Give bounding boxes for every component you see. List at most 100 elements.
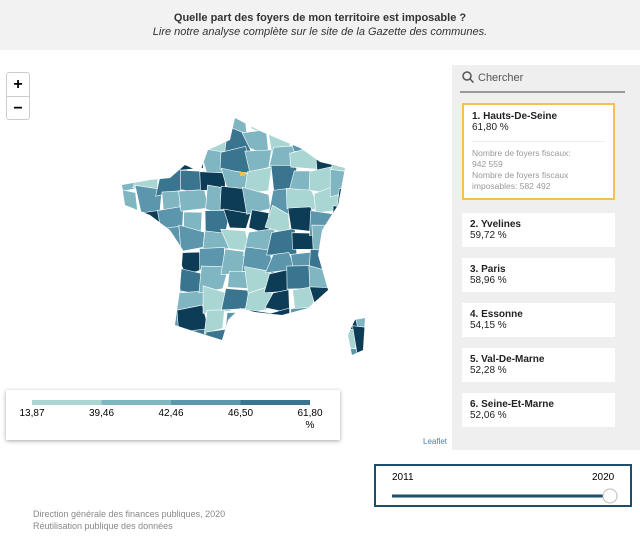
- subtitle[interactable]: Lire notre analyse complète sur le site …: [152, 26, 488, 38]
- result-value: 58,96 %: [470, 275, 507, 286]
- result-name: 3. Paris: [470, 264, 506, 275]
- department: [122, 127, 143, 155]
- department: [285, 329, 318, 355]
- department: [336, 184, 364, 213]
- year-slider[interactable]: 2011 2020: [374, 464, 632, 507]
- department: [242, 309, 276, 337]
- sidebar: Chercher 1. Hauts-De-Seine 61,80 % Nombre …: [452, 65, 640, 450]
- department: [136, 245, 167, 276]
- department: [134, 347, 162, 355]
- department: [268, 118, 298, 138]
- department: [122, 225, 142, 254]
- detail-line: 942 559: [472, 159, 503, 169]
- department: [159, 347, 185, 355]
- result-card[interactable]: 1. Hauts-De-Seine 61,80 % Nombre de foyers…: [462, 103, 615, 200]
- result-card[interactable]: 2. Yvelines 59,72 %: [462, 213, 615, 247]
- department: [156, 249, 182, 270]
- department: [245, 328, 275, 355]
- department: [314, 304, 338, 335]
- search[interactable]: Chercher: [460, 65, 625, 93]
- slider-track[interactable]: [376, 486, 630, 506]
- department: [205, 328, 232, 355]
- department: [178, 118, 208, 129]
- result-card[interactable]: 4. Essonne 54,15 %: [462, 303, 615, 337]
- department: [309, 286, 342, 317]
- search-placeholder: Chercher: [478, 72, 524, 84]
- legend-swatch: [240, 400, 310, 405]
- selected-department: [240, 172, 245, 176]
- department: [307, 126, 334, 154]
- department: [333, 347, 361, 355]
- result-name: 6. Seine-Et-Marne: [470, 399, 554, 410]
- department: [352, 325, 365, 354]
- department: [154, 118, 183, 135]
- department: [228, 118, 248, 135]
- department: [122, 308, 141, 338]
- department: [354, 284, 365, 311]
- result-value: 52,06 %: [470, 410, 507, 421]
- department: [330, 151, 359, 172]
- department: [334, 285, 362, 313]
- department: [178, 189, 210, 212]
- department: [266, 345, 296, 355]
- slider-start: 2011: [392, 472, 414, 483]
- department: [220, 326, 253, 355]
- department: [177, 328, 209, 349]
- department: [315, 333, 335, 350]
- zoom-in[interactable]: +: [7, 73, 29, 97]
- department: [334, 268, 363, 298]
- zoom-out[interactable]: −: [13, 100, 23, 117]
- result-name: 2. Yvelines: [470, 219, 521, 230]
- legend-label: 13,87: [19, 408, 44, 419]
- department: [153, 128, 182, 155]
- department: [244, 166, 272, 194]
- department: [136, 265, 164, 294]
- header: Quelle part des foyers de mon territoire…: [0, 0, 640, 50]
- result-card[interactable]: 3. Paris 58,96 %: [462, 258, 615, 292]
- department: [132, 326, 166, 354]
- slider-handle[interactable]: [602, 488, 618, 504]
- legend-label: 42,46: [158, 408, 183, 419]
- department: [291, 118, 319, 136]
- slider-end: 2020: [592, 472, 615, 483]
- legend-label: 61,80: [297, 408, 322, 419]
- department: [354, 151, 365, 177]
- result-value: 61,80 %: [472, 122, 509, 133]
- title: Quelle part des foyers de mon territoire…: [173, 12, 467, 24]
- department: [309, 350, 334, 355]
- legend-label: 39,46: [89, 408, 114, 419]
- department: [290, 306, 318, 337]
- department: [204, 309, 225, 334]
- department: [334, 250, 357, 272]
- department: [122, 145, 144, 178]
- department: [352, 127, 365, 157]
- source: Direction générale des finances publique…: [33, 509, 226, 519]
- legend-unit: %: [306, 420, 315, 431]
- department: [122, 352, 137, 355]
- search-icon: [462, 71, 475, 84]
- attribution[interactable]: Leaflet: [423, 437, 448, 446]
- legend-swatch: [32, 400, 102, 405]
- result-name: 1. Hauts-De-Seine: [472, 111, 558, 122]
- department: [244, 149, 272, 173]
- departments[interactable]: [110, 106, 386, 376]
- department: [122, 272, 144, 296]
- zoom-control[interactable]: + −: [6, 72, 30, 120]
- department: [353, 352, 365, 355]
- result-card[interactable]: 6. Seine-Et-Marne 52,06 %: [462, 393, 615, 427]
- department: [307, 118, 339, 136]
- department: [221, 350, 249, 355]
- department: [356, 118, 365, 133]
- department: [198, 118, 229, 133]
- result-name: 5. Val-De-Marne: [470, 354, 545, 365]
- department: [330, 226, 359, 253]
- department: [177, 145, 204, 171]
- department: [135, 229, 166, 254]
- department: [133, 126, 165, 149]
- department: [138, 286, 160, 313]
- department: [293, 347, 320, 355]
- result-card[interactable]: 5. Val-De-Marne 52,28 %: [462, 348, 615, 382]
- department: [266, 307, 291, 331]
- detail-line: Nombre de foyers fiscaux:: [472, 148, 571, 158]
